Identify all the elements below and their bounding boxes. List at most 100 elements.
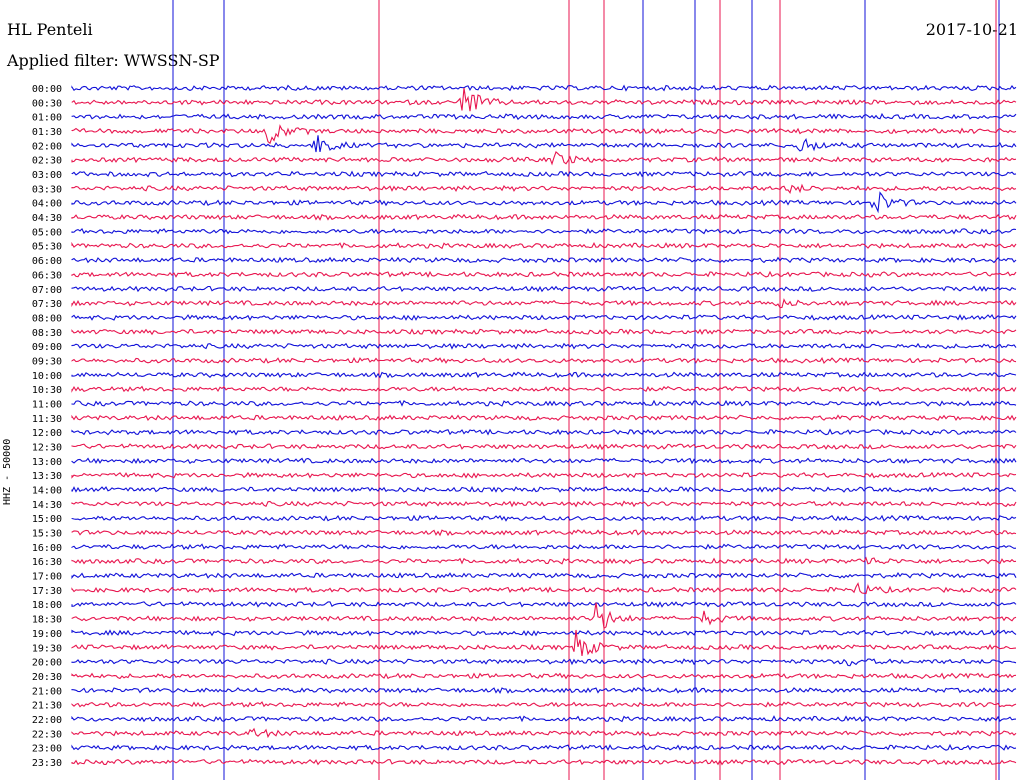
row-time-label: 17:00	[32, 572, 62, 583]
seismic-trace	[71, 285, 1017, 293]
seismic-trace	[71, 743, 1017, 752]
seismic-trace	[71, 514, 1017, 522]
seismic-trace	[71, 602, 1017, 630]
seismic-trace	[71, 486, 1017, 493]
row-time-label: 08:00	[32, 313, 62, 324]
row-time-label: 07:30	[32, 299, 62, 310]
seismic-trace	[71, 457, 1017, 465]
seismic-trace	[71, 582, 1017, 595]
seismic-trace	[71, 124, 1017, 145]
seismic-trace	[71, 715, 1017, 723]
seismic-trace	[71, 150, 1017, 166]
seismic-trace	[71, 658, 1017, 667]
row-time-label: 15:00	[32, 514, 62, 525]
seismic-trace	[71, 529, 1017, 537]
row-time-label: 09:00	[32, 342, 62, 353]
filter-line: Applied filter: WWSSN-SP	[7, 51, 220, 70]
row-time-label: 05:30	[32, 242, 62, 253]
row-time-label: 13:30	[32, 471, 62, 482]
seismic-trace	[71, 385, 1017, 393]
seismic-trace	[71, 342, 1017, 350]
seismic-trace	[71, 328, 1017, 336]
seismic-trace	[71, 601, 1017, 608]
seismic-trace	[71, 298, 1017, 309]
seismic-trace	[71, 87, 1017, 112]
row-time-label: 18:30	[32, 615, 62, 626]
seismic-trace	[71, 270, 1017, 278]
seismic-trace	[71, 701, 1017, 708]
seismic-trace	[71, 556, 1017, 565]
row-time-label: 11:00	[32, 399, 62, 410]
row-time-label: 01:00	[32, 113, 62, 124]
filter-label: Applied filter:	[7, 51, 119, 70]
row-time-label: 17:30	[32, 586, 62, 597]
seismic-trace	[71, 241, 1017, 250]
row-time-label: 00:30	[32, 98, 62, 109]
row-time-label: 21:30	[32, 701, 62, 712]
row-time-label: 03:30	[32, 184, 62, 195]
row-time-label: 19:00	[32, 629, 62, 640]
seismic-trace	[71, 758, 1017, 766]
row-time-label: 10:00	[32, 371, 62, 382]
row-time-label: 01:30	[32, 127, 62, 138]
seismic-trace	[71, 356, 1017, 364]
row-time-label: 11:30	[32, 414, 62, 425]
seismic-trace	[71, 314, 1017, 321]
seismic-trace	[71, 672, 1017, 680]
row-time-label: 16:00	[32, 543, 62, 554]
row-time-label: 13:00	[32, 457, 62, 468]
row-time-label: 12:00	[32, 428, 62, 439]
seismic-trace	[71, 500, 1017, 508]
row-time-label: 20:00	[32, 658, 62, 669]
row-time-label: 14:30	[32, 500, 62, 511]
row-time-label: 12:30	[32, 443, 62, 454]
filter-value: WWSSN-SP	[123, 51, 220, 70]
seismic-trace	[71, 727, 1017, 739]
seismic-trace	[71, 256, 1017, 264]
row-time-label: 05:00	[32, 227, 62, 238]
seismic-trace	[71, 191, 1017, 214]
row-time-label: 23:30	[32, 758, 62, 769]
seismic-trace	[71, 443, 1017, 451]
seismic-trace	[71, 84, 1017, 92]
row-time-label: 06:30	[32, 270, 62, 281]
row-time-label: 22:30	[32, 729, 62, 740]
row-time-label: 04:30	[32, 213, 62, 224]
seismic-trace	[71, 414, 1017, 422]
row-time-label: 07:00	[32, 285, 62, 296]
row-time-label: 22:00	[32, 715, 62, 726]
row-time-label: 20:30	[32, 672, 62, 683]
seismic-trace	[71, 213, 1017, 221]
seismic-trace	[71, 399, 1017, 407]
seismic-trace	[71, 371, 1017, 379]
seismic-trace	[71, 686, 1017, 695]
date-label: 2017-10-21	[925, 20, 1018, 39]
row-time-label: 16:30	[32, 557, 62, 568]
row-time-label: 04:00	[32, 199, 62, 210]
row-time-label: 06:00	[32, 256, 62, 267]
row-time-label: 21:00	[32, 686, 62, 697]
row-time-label: 18:00	[32, 600, 62, 611]
seismic-trace	[71, 112, 1017, 121]
seismic-trace	[71, 227, 1017, 235]
seismic-trace	[71, 428, 1017, 436]
seismic-trace	[71, 135, 1017, 153]
seismic-trace	[71, 543, 1017, 550]
row-time-label: 02:30	[32, 156, 62, 167]
seismic-trace	[71, 471, 1017, 479]
seismic-trace	[71, 183, 1017, 194]
station-title: HL Penteli	[7, 20, 93, 39]
row-time-label: 19:30	[32, 643, 62, 654]
row-time-label: 09:30	[32, 356, 62, 367]
seismic-trace	[71, 572, 1017, 580]
seismic-trace	[71, 629, 1017, 656]
row-time-label: 00:00	[32, 84, 62, 95]
row-time-label: 15:30	[32, 529, 62, 540]
seismic-trace	[71, 629, 1017, 637]
row-time-label: 03:00	[32, 170, 62, 181]
row-time-label: 10:30	[32, 385, 62, 396]
row-time-label: 02:00	[32, 141, 62, 152]
row-time-label: 14:00	[32, 486, 62, 497]
row-time-label: 08:30	[32, 328, 62, 339]
